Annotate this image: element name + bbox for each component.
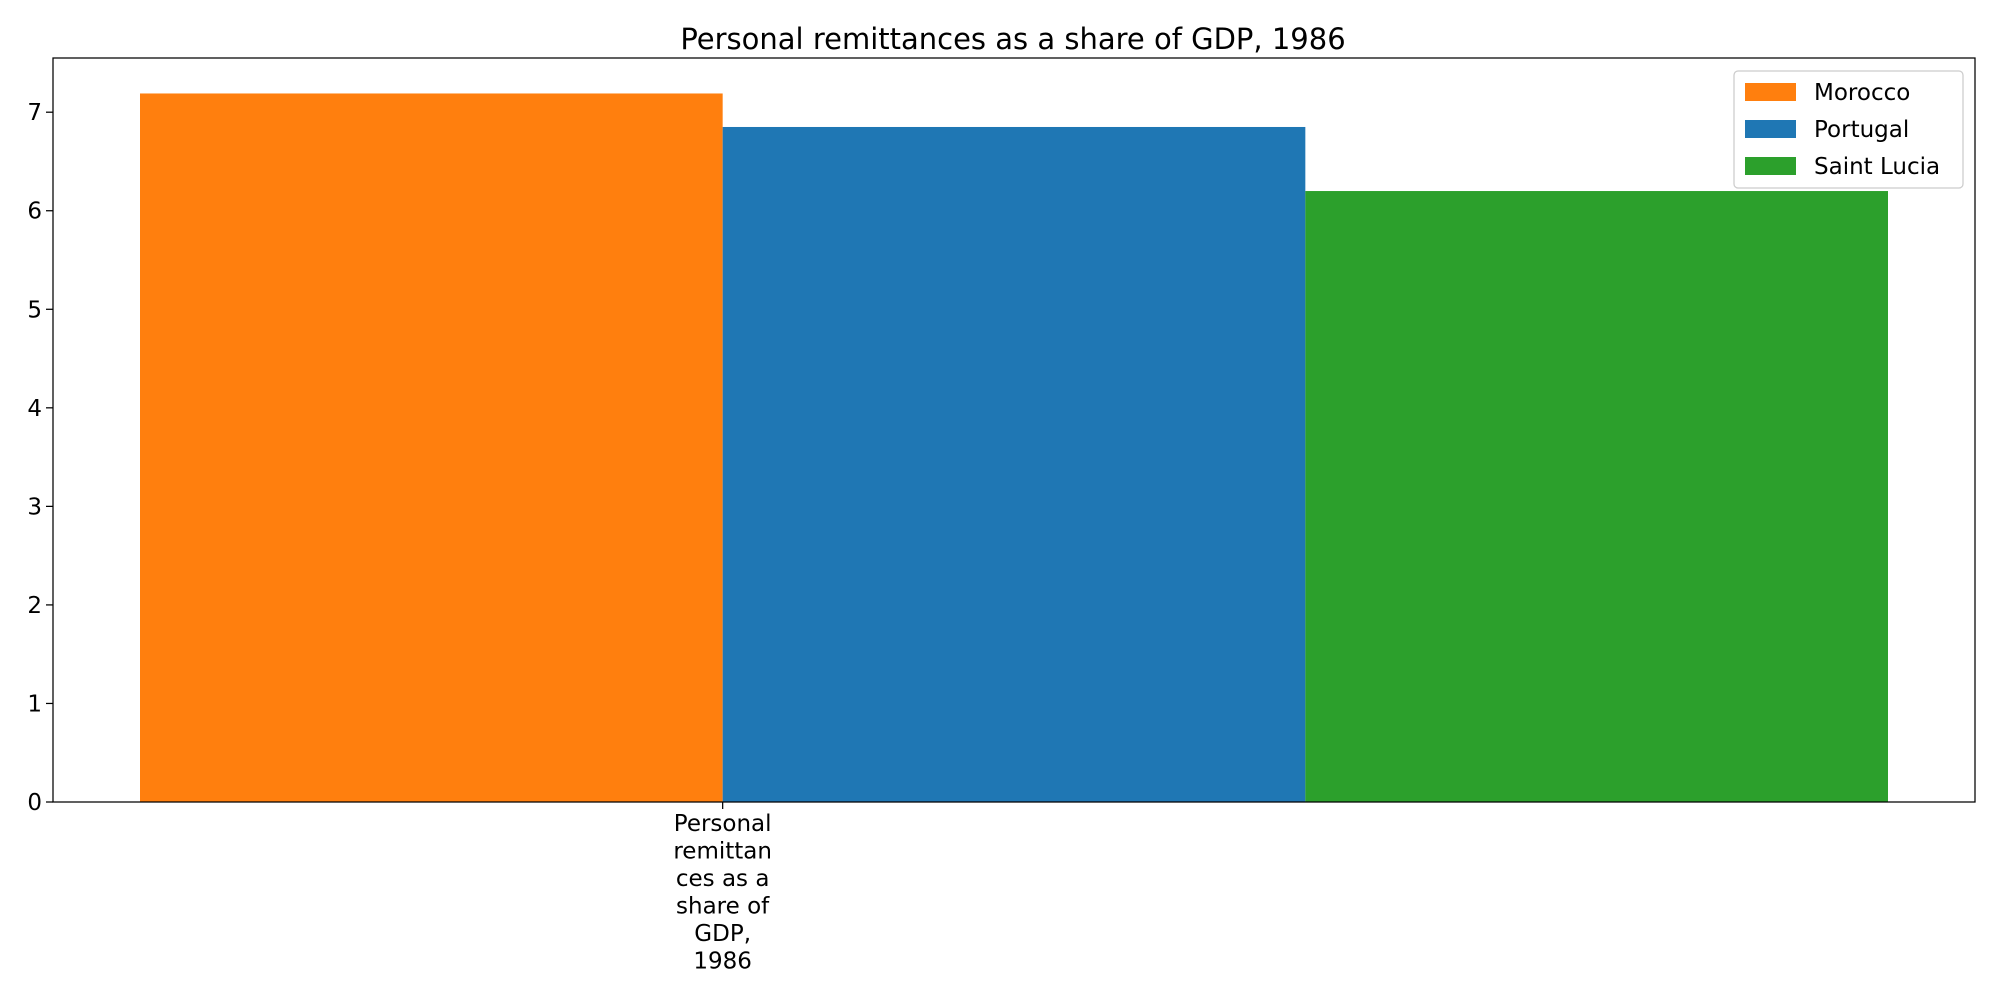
y-tick-label: 3 xyxy=(27,494,42,520)
bars-layer xyxy=(140,93,1888,803)
legend: Morocco Portugal Saint Lucia xyxy=(1733,70,1964,189)
bar-saint-lucia xyxy=(1305,191,1888,803)
x-tick-label-line: GDP, xyxy=(694,921,751,947)
x-tick-label: Personal remittan ces as a share of GDP, 1986 xyxy=(673,811,772,975)
legend-swatch-portugal xyxy=(1745,120,1796,138)
y-tick-label: 2 xyxy=(27,593,42,619)
x-tick-label-line: ces as a xyxy=(676,866,770,892)
y-tick-label: 4 xyxy=(27,396,42,422)
legend-label-morocco: Morocco xyxy=(1814,80,1910,106)
y-tick-label: 5 xyxy=(27,297,42,323)
y-tick-label: 6 xyxy=(27,199,42,225)
x-axis: Personal remittan ces as a share of GDP, 1986 xyxy=(673,802,772,975)
plot-frame xyxy=(52,57,1976,803)
chart-title: Personal remittances as a share of GDP, … xyxy=(680,22,1345,56)
legend-label-portugal: Portugal xyxy=(1814,117,1909,143)
bar-portugal xyxy=(722,126,1306,803)
legend-swatch-saint-lucia xyxy=(1745,157,1796,175)
y-tick-label: 1 xyxy=(27,691,42,717)
y-axis: 0 1 2 3 4 5 6 7 xyxy=(27,100,53,816)
x-tick-label-line: share of xyxy=(676,894,770,920)
x-tick-label-line: Personal xyxy=(674,811,772,837)
x-tick-label-line: 1986 xyxy=(693,949,752,975)
bar-morocco xyxy=(140,93,723,803)
legend-swatch-morocco xyxy=(1745,83,1796,101)
legend-label-saint-lucia: Saint Lucia xyxy=(1814,154,1940,180)
y-tick-label: 0 xyxy=(27,790,42,816)
y-tick-label: 7 xyxy=(27,100,42,126)
x-tick-label-line: remittan xyxy=(673,839,772,865)
